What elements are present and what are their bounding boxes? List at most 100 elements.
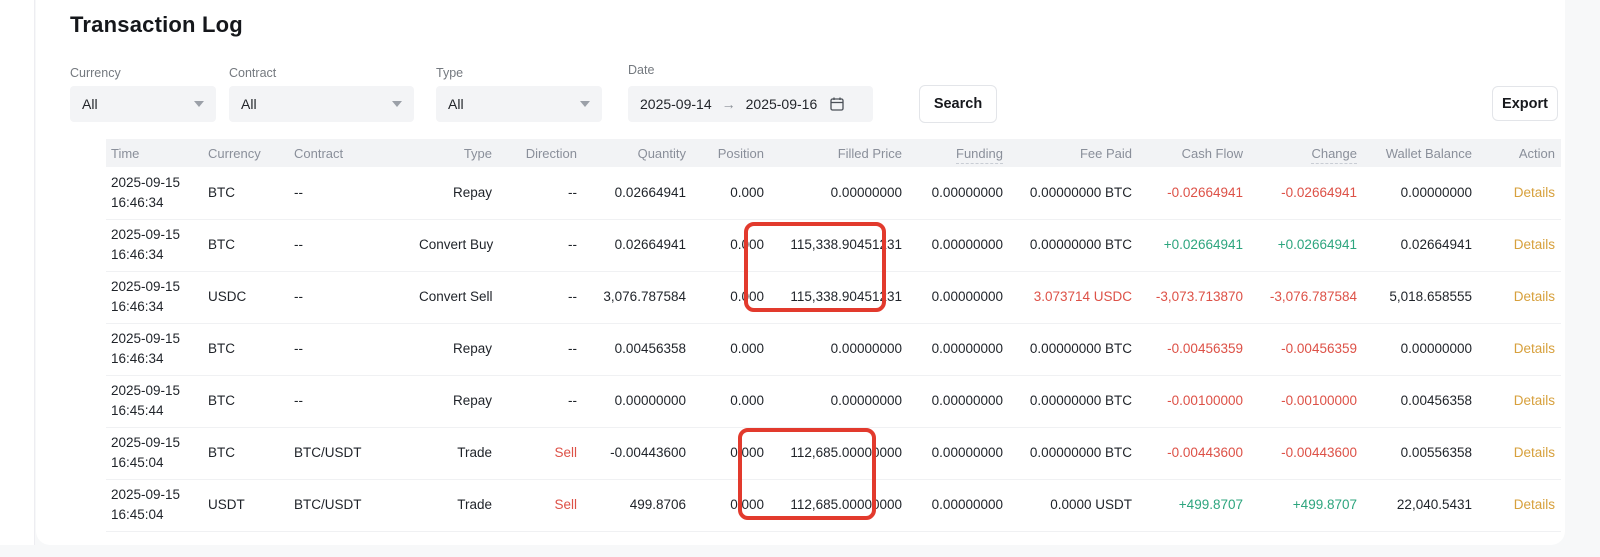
cell-type: Repay: [419, 323, 498, 376]
cell-time: 2025-09-15 16:45:04: [106, 427, 203, 480]
details-link[interactable]: Details: [1513, 393, 1555, 409]
cell-fee-paid: 0.0000 USDT: [1009, 479, 1138, 532]
cell-time: 2025-09-15 16:46:34: [106, 167, 203, 220]
cell-change: +499.8707: [1249, 479, 1363, 532]
cell-change: -0.00443600: [1249, 427, 1363, 480]
details-link[interactable]: Details: [1513, 237, 1555, 253]
cell-direction: Sell: [498, 427, 583, 480]
contract-filter-select[interactable]: All: [229, 86, 414, 122]
export-button[interactable]: Export: [1492, 86, 1558, 121]
column-header-direction: Direction: [498, 139, 583, 167]
contract-filter-label: Contract: [229, 66, 277, 80]
column-header-funding: Funding: [908, 139, 1009, 167]
cell-funding: 0.00000000: [908, 219, 1009, 272]
details-link[interactable]: Details: [1513, 497, 1555, 513]
cell-contract: --: [289, 323, 419, 376]
chevron-down-icon: [580, 101, 590, 107]
currency-filter-value: All: [82, 96, 98, 112]
cell-contract: --: [289, 167, 419, 220]
cell-filled-price: 0.00000000: [770, 323, 908, 376]
cell-quantity: -0.00443600: [583, 427, 692, 480]
column-header-quantity: Quantity: [583, 139, 692, 167]
cell-contract: --: [289, 219, 419, 272]
cell-type: Trade: [419, 427, 498, 480]
transaction-table: Time Currency Contract Type Direction Quantit…: [106, 139, 1561, 532]
contract-filter-value: All: [241, 96, 257, 112]
cell-currency: BTC: [203, 427, 289, 480]
date-range-picker[interactable]: 2025-09-14 → 2025-09-16: [628, 86, 873, 122]
cell-type: Convert Sell: [419, 271, 498, 324]
cell-time: 2025-09-15 16:46:34: [106, 323, 203, 376]
cell-type: Repay: [419, 167, 498, 220]
type-filter-select[interactable]: All: [436, 86, 602, 122]
cell-funding: 0.00000000: [908, 375, 1009, 428]
cell-position: 0.000: [692, 479, 770, 532]
cell-action: Details: [1478, 167, 1561, 220]
main-panel: Transaction Log Currency All Contract Al…: [36, 0, 1565, 545]
cell-currency: USDT: [203, 479, 289, 532]
cell-direction: Sell: [498, 479, 583, 532]
cell-type: Repay: [419, 375, 498, 428]
cell-action: Details: [1478, 271, 1561, 324]
cell-contract: --: [289, 375, 419, 428]
date-filter-label: Date: [628, 63, 655, 77]
cell-position: 0.000: [692, 427, 770, 480]
cell-funding: 0.00000000: [908, 479, 1009, 532]
cell-wallet-balance: 0.00556358: [1363, 427, 1478, 480]
cell-position: 0.000: [692, 323, 770, 376]
cell-position: 0.000: [692, 375, 770, 428]
column-header-type: Type: [419, 139, 498, 167]
cell-cash-flow: -0.00443600: [1138, 427, 1249, 480]
details-link[interactable]: Details: [1513, 445, 1555, 461]
column-header-position: Position: [692, 139, 770, 167]
column-header-currency: Currency: [203, 139, 289, 167]
cell-currency: BTC: [203, 323, 289, 376]
cell-filled-price: 0.00000000: [770, 167, 908, 220]
cell-funding: 0.00000000: [908, 271, 1009, 324]
cell-cash-flow: +499.8707: [1138, 479, 1249, 532]
cell-wallet-balance: 22,040.5431: [1363, 479, 1478, 532]
cell-time: 2025-09-15 16:46:34: [106, 219, 203, 272]
column-header-time: Time: [106, 139, 203, 167]
table-row: 2025-09-15 16:46:34 USDC -- Convert Sell -- 3,…: [106, 271, 1561, 324]
cell-fee-paid: 0.00000000 BTC: [1009, 427, 1138, 480]
cell-fee-paid: 3.073714 USDC: [1009, 271, 1138, 324]
cell-fee-paid: 0.00000000 BTC: [1009, 167, 1138, 220]
type-filter-label: Type: [436, 66, 464, 80]
table-row: 2025-09-15 16:46:34 BTC -- Convert Buy -- 0.02…: [106, 219, 1561, 272]
cell-wallet-balance: 0.00000000: [1363, 167, 1478, 220]
cell-direction: --: [498, 375, 583, 428]
details-link[interactable]: Details: [1513, 184, 1555, 200]
cell-change: -3,076.787584: [1249, 271, 1363, 324]
cell-funding: 0.00000000: [908, 167, 1009, 220]
cell-filled-price: 0.00000000: [770, 375, 908, 428]
cell-fee-paid: 0.00000000 BTC: [1009, 219, 1138, 272]
cell-filled-price: 112,685.00000000: [770, 427, 908, 480]
cell-time: 2025-09-15 16:45:44: [106, 375, 203, 428]
date-range-arrow-icon: →: [721, 96, 736, 112]
currency-filter-select[interactable]: All: [70, 86, 216, 122]
cell-action: Details: [1478, 479, 1561, 532]
details-link[interactable]: Details: [1513, 341, 1555, 357]
column-header-change: Change: [1249, 139, 1363, 167]
table-row: 2025-09-15 16:46:34 BTC -- Repay -- 0.00456358…: [106, 323, 1561, 376]
left-sidebar-edge: [0, 0, 35, 545]
currency-filter-label: Currency: [70, 66, 121, 80]
cell-action: Details: [1478, 323, 1561, 376]
cell-wallet-balance: 0.00456358: [1363, 375, 1478, 428]
type-filter-value: All: [448, 96, 464, 112]
table-row: 2025-09-15 16:45:04 BTC BTC/USDT Trade Sell -0…: [106, 427, 1561, 480]
cell-direction: --: [498, 271, 583, 324]
details-link[interactable]: Details: [1513, 289, 1555, 305]
cell-direction: --: [498, 219, 583, 272]
column-header-filled-price: Filled Price: [770, 139, 908, 167]
cell-direction: --: [498, 323, 583, 376]
cell-type: Trade: [419, 479, 498, 532]
cell-position: 0.000: [692, 219, 770, 272]
cell-contract: BTC/USDT: [289, 479, 419, 532]
search-button[interactable]: Search: [919, 85, 997, 123]
cell-change: +0.02664941: [1249, 219, 1363, 272]
cell-fee-paid: 0.00000000 BTC: [1009, 323, 1138, 376]
cell-quantity: 0.00000000: [583, 375, 692, 428]
cell-filled-price: 115,338.90451231: [770, 219, 908, 272]
